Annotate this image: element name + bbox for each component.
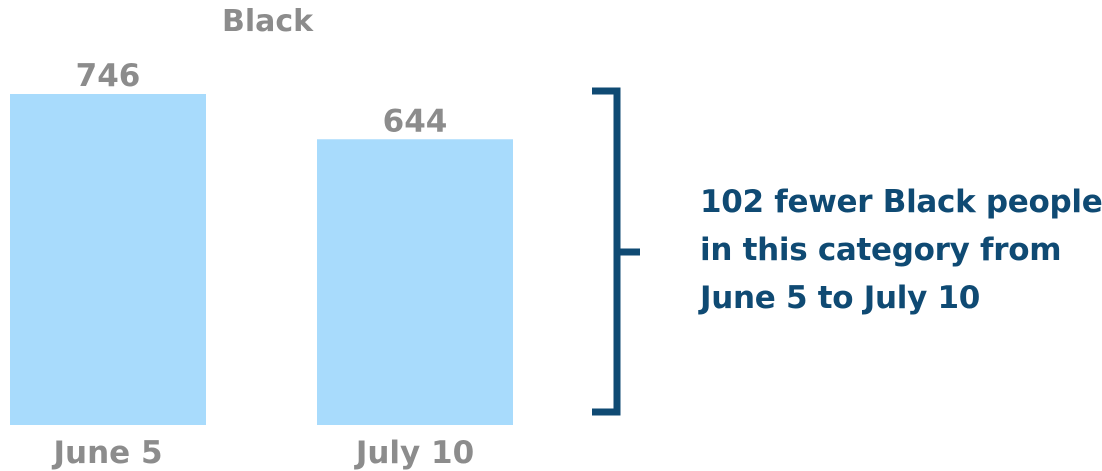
- chart-title: Black: [222, 4, 314, 39]
- bracket-annotation: [592, 87, 640, 416]
- bar-1: [10, 94, 206, 425]
- annotation-line-1: 102 fewer Black people: [700, 184, 1102, 220]
- category-label-2: July 10: [354, 435, 474, 471]
- annotation-line-2: in this category from: [700, 232, 1062, 268]
- bar-2: [317, 139, 513, 425]
- annotation-text: 102 fewer Black people in this category …: [700, 178, 1102, 322]
- bars-group: 746 June 5 644 July 10: [10, 58, 513, 471]
- data-label-2: 644: [383, 103, 448, 139]
- category-label-1: June 5: [51, 435, 162, 471]
- annotation-line-3: June 5 to July 10: [700, 280, 981, 316]
- data-label-1: 746: [76, 58, 141, 94]
